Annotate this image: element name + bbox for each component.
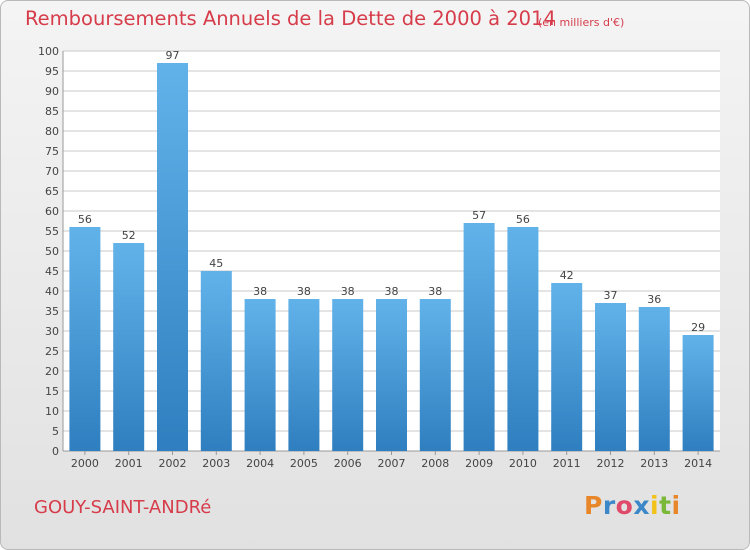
bar bbox=[288, 299, 320, 451]
bar-value-label: 42 bbox=[560, 269, 574, 282]
y-tick-label: 20 bbox=[45, 365, 59, 378]
bar-value-label: 38 bbox=[341, 285, 355, 298]
chart-subtitle: (en milliers d'€) bbox=[538, 16, 625, 29]
x-tick-label: 2001 bbox=[115, 457, 143, 470]
bar-value-label: 38 bbox=[297, 285, 311, 298]
x-tick-label: 2006 bbox=[334, 457, 362, 470]
bar-value-label: 45 bbox=[209, 257, 223, 270]
y-tick-label: 35 bbox=[45, 305, 59, 318]
bar-value-label: 56 bbox=[78, 213, 92, 226]
x-tick-label: 2007 bbox=[378, 457, 406, 470]
bar bbox=[551, 283, 583, 451]
y-tick-label: 25 bbox=[45, 345, 59, 358]
y-tick-label: 75 bbox=[45, 145, 59, 158]
y-tick-label: 40 bbox=[45, 285, 59, 298]
commune-name: GOUY-SAINT-ANDRé bbox=[34, 497, 212, 518]
chart-title: Remboursements Annuels de la Dette de 20… bbox=[25, 7, 556, 30]
y-tick-label: 100 bbox=[38, 45, 59, 58]
x-tick-label: 2014 bbox=[684, 457, 712, 470]
logo-letter: t bbox=[659, 491, 672, 520]
bar-value-label: 38 bbox=[385, 285, 399, 298]
bar bbox=[157, 63, 188, 451]
y-tick-label: 55 bbox=[45, 225, 59, 238]
logo-letter: r bbox=[602, 491, 616, 520]
bar-value-label: 36 bbox=[647, 293, 661, 306]
x-tick-label: 2002 bbox=[159, 457, 187, 470]
x-tick-label: 2013 bbox=[640, 457, 668, 470]
x-tick-label: 2009 bbox=[465, 457, 493, 470]
bar-value-label: 57 bbox=[472, 209, 486, 222]
bar-value-label: 56 bbox=[516, 213, 530, 226]
x-tick-label: 2005 bbox=[290, 457, 318, 470]
y-tick-label: 5 bbox=[52, 425, 59, 438]
bar-value-label: 37 bbox=[604, 289, 618, 302]
bar-value-label: 97 bbox=[166, 49, 180, 62]
bar bbox=[463, 223, 495, 451]
x-tick-label: 2003 bbox=[202, 457, 230, 470]
bar-value-label: 29 bbox=[691, 321, 705, 334]
logo-letter: o bbox=[615, 491, 634, 520]
x-tick-label: 2012 bbox=[597, 457, 625, 470]
y-tick-label: 10 bbox=[45, 405, 59, 418]
logo-letter: P bbox=[584, 491, 603, 520]
bar bbox=[113, 243, 145, 451]
bar bbox=[682, 335, 714, 451]
bar bbox=[69, 227, 101, 451]
bar bbox=[200, 271, 232, 451]
y-tick-label: 65 bbox=[45, 185, 59, 198]
bar bbox=[244, 299, 276, 451]
x-tick-label: 2004 bbox=[246, 457, 274, 470]
bar bbox=[332, 299, 364, 451]
y-tick-label: 85 bbox=[45, 105, 59, 118]
y-tick-label: 95 bbox=[45, 65, 59, 78]
logo-letter: i bbox=[671, 491, 681, 520]
y-tick-label: 50 bbox=[45, 245, 59, 258]
y-tick-label: 60 bbox=[45, 205, 59, 218]
bar bbox=[419, 299, 451, 451]
x-tick-label: 2011 bbox=[553, 457, 581, 470]
proxiti-logo: Proxiti bbox=[584, 491, 681, 520]
y-tick-label: 80 bbox=[45, 125, 59, 138]
y-tick-label: 90 bbox=[45, 85, 59, 98]
bar-value-label: 38 bbox=[253, 285, 267, 298]
y-tick-label: 45 bbox=[45, 265, 59, 278]
y-tick-label: 30 bbox=[45, 325, 59, 338]
y-tick-label: 15 bbox=[45, 385, 59, 398]
y-tick-label: 70 bbox=[45, 165, 59, 178]
logo-letter: x bbox=[633, 491, 650, 520]
logo-letter: i bbox=[650, 491, 660, 520]
bar-value-label: 38 bbox=[428, 285, 442, 298]
bar bbox=[638, 307, 670, 451]
x-tick-label: 2010 bbox=[509, 457, 537, 470]
bar-value-label: 52 bbox=[122, 229, 136, 242]
x-tick-label: 2000 bbox=[71, 457, 99, 470]
bar bbox=[595, 303, 626, 451]
x-tick-label: 2008 bbox=[421, 457, 449, 470]
y-tick-label: 0 bbox=[52, 445, 59, 458]
bar bbox=[507, 227, 539, 451]
bar bbox=[376, 299, 407, 451]
